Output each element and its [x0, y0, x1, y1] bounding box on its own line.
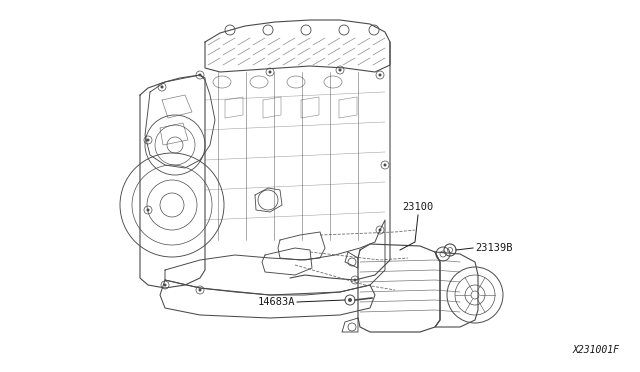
Circle shape	[339, 68, 342, 71]
Circle shape	[378, 228, 381, 231]
Text: 23100: 23100	[403, 202, 434, 212]
Text: 14683A: 14683A	[257, 297, 295, 307]
Circle shape	[163, 283, 166, 286]
Text: X231001F: X231001F	[573, 345, 620, 355]
Circle shape	[161, 86, 163, 89]
Circle shape	[198, 74, 202, 77]
Circle shape	[147, 138, 150, 141]
Circle shape	[353, 279, 356, 282]
Circle shape	[269, 71, 271, 74]
Circle shape	[147, 208, 150, 212]
Circle shape	[383, 164, 387, 167]
Circle shape	[198, 289, 202, 292]
Circle shape	[348, 298, 352, 302]
Circle shape	[378, 74, 381, 77]
Text: 23139B: 23139B	[475, 243, 513, 253]
